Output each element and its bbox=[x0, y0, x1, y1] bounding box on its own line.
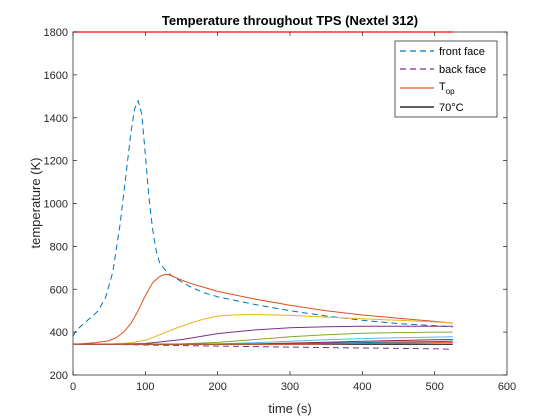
y-tick-label: 600 bbox=[50, 284, 68, 296]
x-tick-label: 300 bbox=[281, 381, 299, 393]
x-tick-label: 0 bbox=[70, 381, 76, 393]
series-lines bbox=[72, 31, 453, 350]
y-axis-label: temperature (K) bbox=[28, 157, 43, 248]
legend-box bbox=[394, 40, 498, 118]
legend-label-t-op-main: T bbox=[439, 81, 446, 93]
y-tick-label: 1800 bbox=[44, 27, 68, 39]
y-axis-ticks: 200 400 600 800 1000 1200 1400 1600 1800 bbox=[44, 27, 507, 382]
y-tick-label: 1200 bbox=[44, 156, 68, 168]
y-tick-label: 1600 bbox=[44, 70, 68, 82]
x-axis-ticks: 0 100 200 300 400 500 600 bbox=[70, 32, 516, 393]
legend-label-back-face: back face bbox=[439, 64, 486, 76]
x-tick-label: 200 bbox=[208, 381, 226, 393]
x-tick-label: 100 bbox=[136, 381, 154, 393]
legend-label-front-face: front face bbox=[439, 46, 485, 58]
x-axis-label: time (s) bbox=[268, 401, 311, 416]
y-tick-label: 200 bbox=[50, 370, 68, 382]
y-tick-label: 1000 bbox=[44, 199, 68, 211]
series-line-profile-7 bbox=[73, 342, 453, 345]
legend-label-seventy-c: 70°C bbox=[439, 102, 464, 114]
legend-label-t-op: Top bbox=[439, 81, 455, 96]
x-tick-label: 400 bbox=[353, 381, 371, 393]
y-tick-label: 1400 bbox=[44, 113, 68, 125]
y-tick-label: 800 bbox=[50, 241, 68, 253]
x-tick-label: 600 bbox=[498, 381, 516, 393]
series-line-profile-2 bbox=[73, 325, 453, 345]
chart-title: Temperature throughout TPS (Nextel 312) bbox=[162, 13, 418, 28]
y-tick-label: 400 bbox=[50, 327, 68, 339]
series-line-t-op bbox=[72, 273, 453, 345]
series-line-front-face bbox=[72, 100, 453, 337]
x-tick-label: 500 bbox=[425, 381, 443, 393]
legend-label-t-op-subscript: op bbox=[446, 87, 455, 96]
series-line-profile-1 bbox=[72, 314, 453, 345]
legend: front face back face Top 70°C bbox=[394, 40, 498, 118]
